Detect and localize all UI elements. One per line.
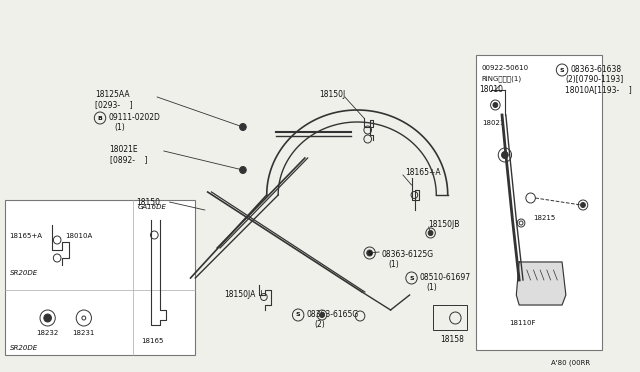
Text: 08363-6165G: 08363-6165G (307, 310, 359, 319)
Text: GA16DE: GA16DE (138, 204, 167, 210)
Text: 18010A[1193-    ]: 18010A[1193- ] (565, 85, 632, 94)
Text: 00922-50610: 00922-50610 (481, 65, 528, 71)
Text: SR20DE: SR20DE (10, 345, 38, 351)
Text: (1): (1) (427, 283, 438, 292)
Text: 18232: 18232 (36, 330, 58, 336)
Text: RINGリング(1): RINGリング(1) (481, 75, 521, 81)
Circle shape (44, 314, 51, 322)
Text: B: B (97, 115, 102, 121)
Polygon shape (516, 262, 566, 305)
Text: [0293-    ]: [0293- ] (95, 100, 133, 109)
Bar (4, 200, 195, 355)
Text: 18021: 18021 (482, 120, 504, 126)
Text: 08510-61697: 08510-61697 (419, 273, 470, 282)
Text: 18165: 18165 (141, 338, 163, 344)
Text: 18110F: 18110F (509, 320, 536, 326)
Text: (2): (2) (314, 320, 325, 329)
Text: S: S (367, 250, 372, 256)
Text: 18231: 18231 (72, 330, 95, 336)
Text: 08363-6125G: 08363-6125G (381, 250, 433, 259)
Text: 18165+A: 18165+A (10, 233, 42, 239)
Circle shape (493, 103, 498, 108)
Text: (1): (1) (388, 260, 399, 269)
Text: (1): (1) (115, 123, 125, 132)
Text: A'80 (00RR: A'80 (00RR (552, 360, 591, 366)
Text: 18021E: 18021E (109, 145, 138, 154)
Text: 09111-0202D: 09111-0202D (109, 113, 161, 122)
Text: S: S (409, 276, 414, 280)
Circle shape (367, 250, 372, 256)
Bar (433, 305, 467, 330)
Text: 18010A: 18010A (65, 233, 92, 239)
Circle shape (239, 167, 246, 173)
Text: 18150: 18150 (136, 198, 160, 207)
Text: 18215: 18215 (534, 215, 556, 221)
Text: SR20DE: SR20DE (10, 270, 38, 276)
Text: S: S (296, 312, 301, 317)
Text: S: S (560, 67, 564, 73)
Text: [0892-    ]: [0892- ] (109, 155, 147, 164)
Text: 18165+A: 18165+A (405, 168, 440, 177)
Text: 18150JB: 18150JB (429, 220, 460, 229)
Text: 18010: 18010 (479, 85, 503, 94)
Text: 18125AA: 18125AA (95, 90, 130, 99)
Circle shape (239, 124, 246, 131)
Text: 18150J: 18150J (319, 90, 346, 99)
Circle shape (502, 151, 508, 158)
Circle shape (428, 231, 433, 235)
Text: 18158: 18158 (440, 335, 464, 344)
Bar (476, 55, 602, 350)
Circle shape (319, 312, 324, 317)
Text: 08363-61638: 08363-61638 (571, 65, 621, 74)
Text: (2)[0790-1193]: (2)[0790-1193] (565, 75, 623, 84)
Circle shape (580, 202, 586, 208)
Text: 18150JA: 18150JA (224, 290, 255, 299)
